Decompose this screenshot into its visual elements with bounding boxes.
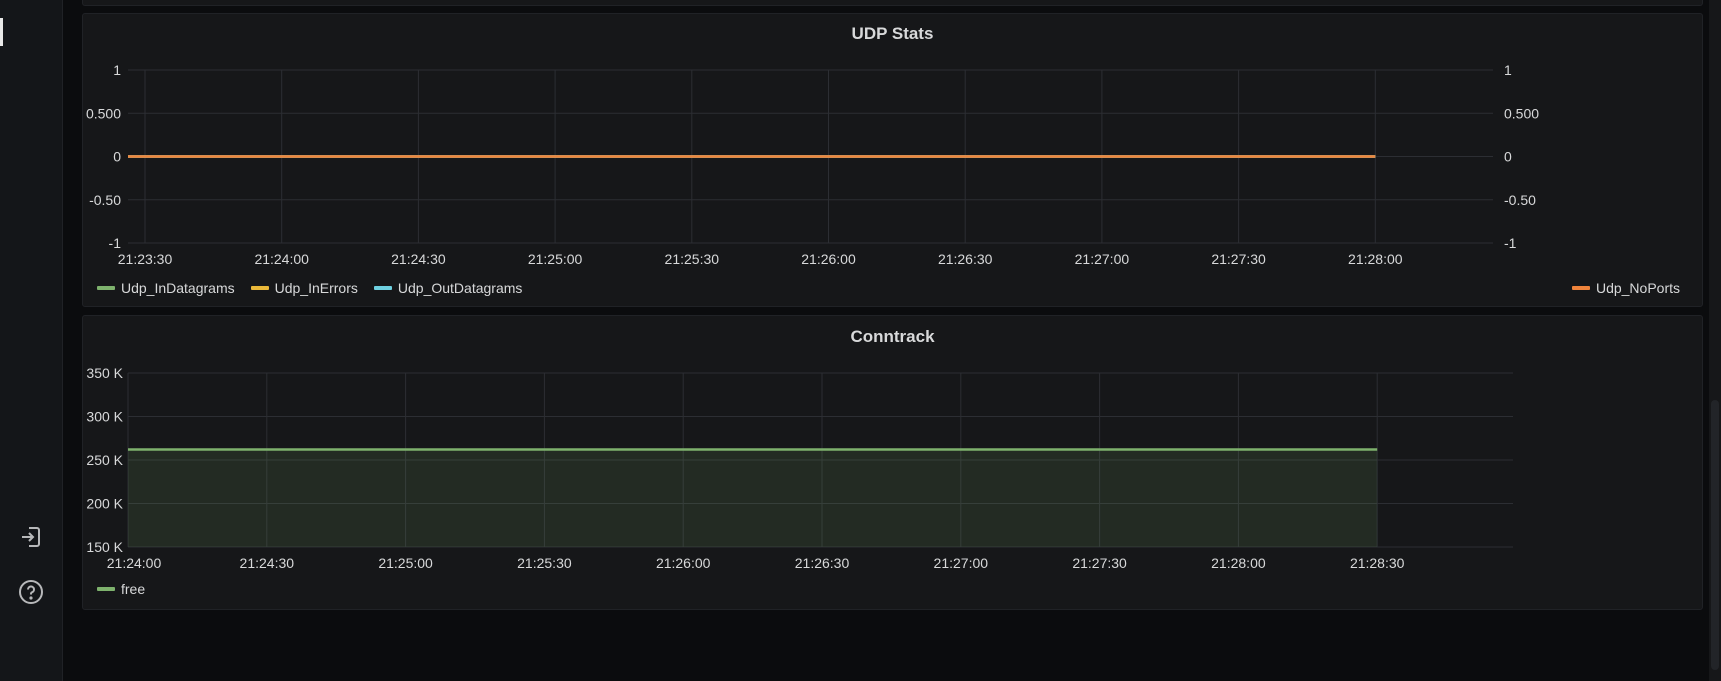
legend-label: free — [121, 581, 146, 597]
legend-swatch — [250, 286, 269, 290]
panel-title[interactable]: Conntrack — [850, 327, 935, 346]
y-tick-label-right: -0.50 — [1504, 192, 1536, 208]
udp-legend-right: Udp_NoPorts — [1571, 280, 1690, 296]
conntrack-chart: 350 K 300 K 250 K 200 K 150 K21:24:00 21:24:3… — [86, 365, 1513, 571]
y-tick-label: 200 K — [86, 496, 123, 512]
y-tick-label-right: 0.500 — [1504, 105, 1539, 121]
panel-title[interactable]: UDP Stats — [851, 24, 934, 43]
x-tick-label: 21:24:30 — [240, 555, 295, 571]
legend-swatch — [97, 286, 115, 290]
legend-label: Udp_OutDatagrams — [397, 280, 523, 296]
y-tick-label-right: 0 — [1504, 149, 1512, 165]
y-tick-label-left: 1 — [113, 62, 121, 78]
x-tick-label: 21:24:00 — [254, 251, 309, 267]
y-tick-label-left: -1 — [109, 235, 122, 251]
y-tick-label: 350 K — [86, 365, 123, 381]
y-tick-label-right: -1 — [1504, 235, 1517, 251]
help-circle-icon[interactable] — [16, 577, 46, 607]
legend-swatch — [373, 286, 392, 290]
x-tick-label: 21:25:00 — [378, 555, 433, 571]
x-tick-label: 21:26:30 — [938, 251, 993, 267]
x-tick-label: 21:25:00 — [528, 251, 583, 267]
x-tick-label: 21:27:00 — [934, 555, 989, 571]
conntrack-legend: free — [97, 581, 155, 597]
y-tick-label: 150 K — [86, 539, 123, 555]
legend-item[interactable]: Udp_NoPorts — [1571, 280, 1680, 296]
x-tick-label: 21:28:00 — [1348, 251, 1403, 267]
x-tick-label: 21:27:30 — [1072, 555, 1127, 571]
x-tick-label: 21:26:00 — [801, 251, 856, 267]
x-tick-label: 21:26:00 — [656, 555, 711, 571]
udp-stats-panel: UDP Stats 1 1 0.500 0.500 0 0 -0.50 -0.50 -1 -1 21… — [82, 13, 1703, 307]
sidebar — [0, 0, 63, 681]
x-tick-label: 21:28:30 — [1350, 555, 1405, 571]
x-tick-label: 21:24:00 — [107, 555, 162, 571]
legend-item[interactable]: Udp_InDatagrams — [97, 280, 235, 296]
x-tick-label: 21:28:00 — [1211, 555, 1266, 571]
sidebar-active-indicator — [0, 18, 3, 46]
legend-label: Udp_NoPorts — [1595, 280, 1680, 296]
legend-item[interactable]: Udp_OutDatagrams — [373, 280, 523, 296]
x-tick-label: 21:23:30 — [118, 251, 173, 267]
legend-item[interactable]: Udp_InErrors — [250, 280, 358, 296]
y-tick-label-left: 0 — [113, 149, 121, 165]
x-tick-label: 21:27:00 — [1075, 251, 1130, 267]
legend-swatch — [97, 587, 115, 591]
udp-legend: Udp_InDatagrams Udp_InErrors Udp_OutDatagr… — [97, 280, 532, 296]
y-tick-label: 250 K — [86, 452, 123, 468]
sign-in-icon[interactable] — [16, 522, 46, 552]
y-tick-label-right: 1 — [1504, 62, 1512, 78]
x-tick-label: 21:25:30 — [665, 251, 720, 267]
page-scrollbar[interactable] — [1709, 0, 1721, 681]
conntrack-panel: Conntrack 350 K 300 K 250 K 200 K 150 K 21:24… — [82, 315, 1703, 610]
y-tick-label-left: 0.500 — [86, 105, 121, 121]
series-area-free — [128, 449, 1378, 547]
x-tick-label: 21:24:30 — [391, 251, 446, 267]
previous-panel-edge — [82, 0, 1703, 6]
legend-item[interactable]: free — [97, 581, 145, 597]
legend-swatch — [1571, 286, 1590, 290]
legend-label: Udp_InDatagrams — [121, 280, 235, 296]
legend-label: Udp_InErrors — [274, 280, 358, 296]
x-tick-label: 21:26:30 — [795, 555, 850, 571]
y-tick-label: 300 K — [86, 409, 123, 425]
x-tick-label: 21:27:30 — [1211, 251, 1266, 267]
x-tick-label: 21:25:30 — [517, 555, 572, 571]
y-tick-label-left: -0.50 — [89, 192, 121, 208]
